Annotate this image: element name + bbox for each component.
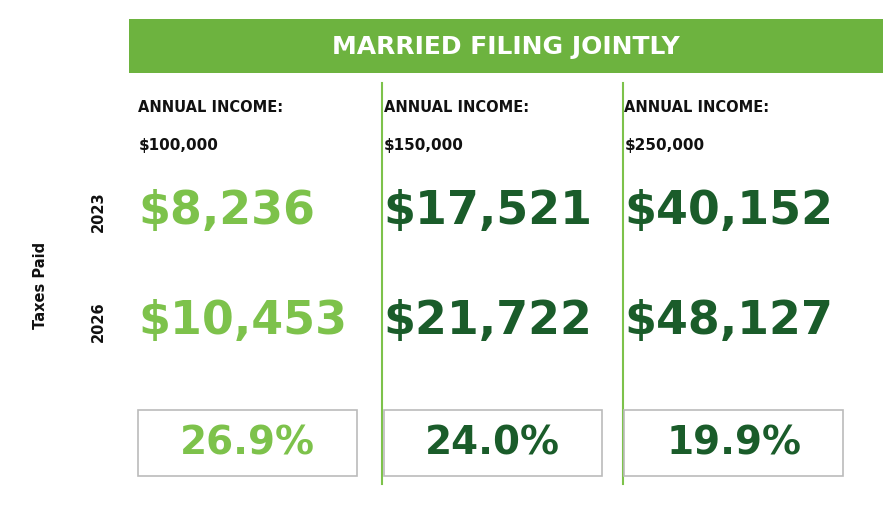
Text: ANNUAL INCOME:: ANNUAL INCOME: bbox=[384, 99, 529, 115]
FancyBboxPatch shape bbox=[129, 20, 883, 74]
FancyBboxPatch shape bbox=[624, 410, 843, 476]
Text: $21,722: $21,722 bbox=[384, 298, 592, 343]
Text: $10,453: $10,453 bbox=[138, 298, 347, 343]
Text: ANNUAL INCOME:: ANNUAL INCOME: bbox=[138, 99, 284, 115]
Text: $8,236: $8,236 bbox=[138, 189, 315, 234]
Text: Taxes Paid: Taxes Paid bbox=[33, 242, 47, 328]
Text: $100,000: $100,000 bbox=[138, 137, 219, 153]
Text: $48,127: $48,127 bbox=[624, 298, 833, 343]
Text: ANNUAL INCOME:: ANNUAL INCOME: bbox=[624, 99, 770, 115]
Text: 2026: 2026 bbox=[91, 300, 105, 341]
Text: 26.9%: 26.9% bbox=[180, 424, 315, 462]
Text: $150,000: $150,000 bbox=[384, 137, 464, 153]
Text: $17,521: $17,521 bbox=[384, 189, 592, 234]
Text: $250,000: $250,000 bbox=[624, 137, 705, 153]
Text: $40,152: $40,152 bbox=[624, 189, 833, 234]
Text: 19.9%: 19.9% bbox=[666, 424, 801, 462]
Text: MARRIED FILING JOINTLY: MARRIED FILING JOINTLY bbox=[333, 35, 680, 59]
FancyBboxPatch shape bbox=[138, 410, 357, 476]
Text: 2023: 2023 bbox=[91, 191, 105, 232]
Text: 24.0%: 24.0% bbox=[425, 424, 560, 462]
FancyBboxPatch shape bbox=[384, 410, 602, 476]
